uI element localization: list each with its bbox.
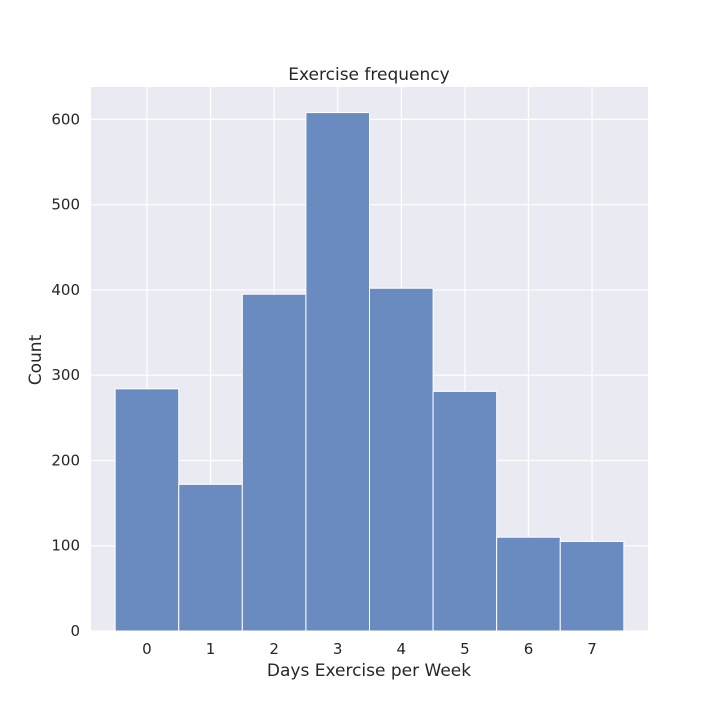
y-tick-label-600: 600 [51, 110, 80, 128]
x-tick-label-0: 0 [142, 640, 152, 658]
chart-title: Exercise frequency [288, 65, 449, 85]
x-tick-label-3: 3 [333, 640, 343, 658]
y-tick-label-300: 300 [51, 366, 80, 384]
bar-4 [369, 287, 434, 632]
bar-6 [496, 536, 561, 632]
y-tick-label-100: 100 [51, 537, 80, 555]
bar-3 [305, 112, 371, 632]
x-axis-label: Days Exercise per Week [267, 661, 471, 681]
x-tick-label-4: 4 [397, 640, 407, 658]
bars [114, 112, 625, 632]
x-tick-label-6: 6 [524, 640, 534, 658]
y-tick-labels: 0 100 200 300 400 500 600 [51, 110, 80, 640]
x-tick-label-5: 5 [460, 640, 470, 658]
bar-1 [178, 483, 243, 632]
y-tick-label-400: 400 [51, 281, 80, 299]
bar-0 [114, 388, 180, 632]
y-tick-label-200: 200 [51, 451, 80, 469]
x-tick-label-7: 7 [587, 640, 597, 658]
bar-2 [241, 293, 307, 632]
bar-7 [559, 540, 625, 632]
y-tick-label-500: 500 [51, 196, 80, 214]
x-tick-label-1: 1 [206, 640, 216, 658]
y-tick-label-0: 0 [70, 622, 80, 640]
bar-5 [432, 390, 498, 632]
x-tick-labels: 0 1 2 3 4 5 6 7 [142, 640, 597, 658]
x-tick-label-2: 2 [269, 640, 279, 658]
y-axis-label: Count [26, 334, 46, 385]
